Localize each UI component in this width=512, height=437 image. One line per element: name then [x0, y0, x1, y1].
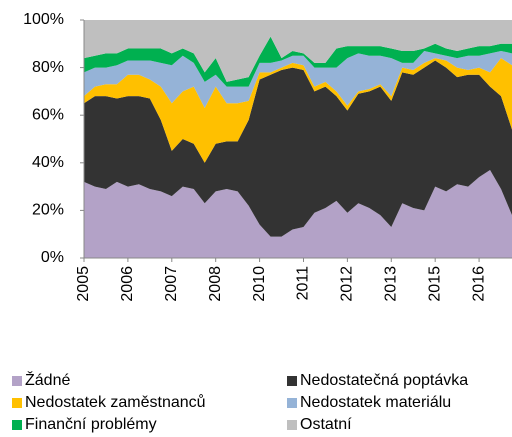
area — [84, 36, 512, 87]
legend-swatch — [12, 376, 22, 386]
legend-label: Žádné — [25, 370, 70, 389]
legend-swatch — [287, 376, 297, 386]
x-tick-label: 2016 — [470, 266, 487, 302]
legend-label: Finanční problémy — [25, 416, 157, 433]
x-tick-label: 2011 — [295, 266, 312, 301]
area — [84, 58, 512, 163]
x-tick-label: 2007 — [163, 266, 180, 302]
legend-label: Nedostatečná poptávka — [300, 372, 468, 389]
legend-label: Nedostatek zaměstnanců — [25, 393, 206, 411]
y-tick-label: 20% — [32, 202, 64, 219]
area — [84, 20, 512, 82]
legend-label: Nedostatek materiálu — [300, 394, 451, 411]
x-tick-label: 2006 — [119, 266, 136, 302]
legend-label: Ostatní — [300, 416, 352, 433]
area — [84, 60, 512, 237]
legend-swatch — [287, 420, 297, 430]
area — [84, 169, 512, 258]
x-tick-label: 2005 — [75, 266, 92, 302]
area — [84, 50, 512, 109]
x-tick-label: 2008 — [207, 266, 224, 302]
legend-swatch — [12, 398, 22, 408]
y-tick-label: 60% — [32, 106, 64, 123]
y-tick-label: 100% — [23, 11, 64, 28]
x-tick-label: 2010 — [251, 266, 268, 302]
x-tick-label: 2015 — [426, 266, 443, 302]
legend-swatch — [287, 398, 297, 408]
x-tick-label: 2013 — [383, 266, 400, 302]
legend-swatch — [12, 420, 22, 430]
x-tick-label: 2012 — [339, 266, 356, 302]
y-tick-label: 80% — [32, 59, 64, 76]
y-tick-label: 40% — [32, 154, 64, 171]
y-tick-label: 0% — [41, 249, 64, 266]
